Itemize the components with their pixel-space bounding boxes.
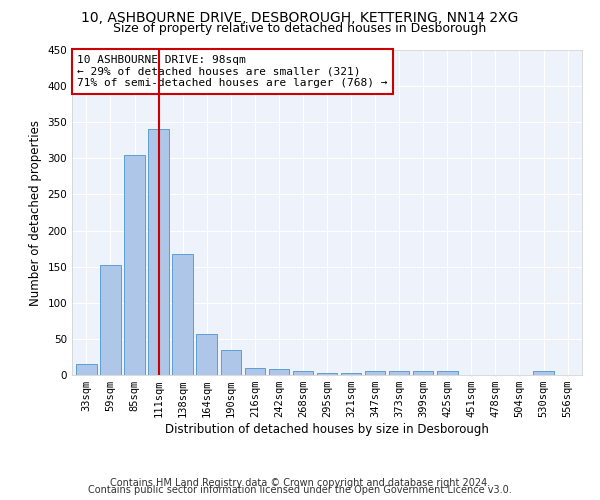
Bar (221, 350, 241, 375)
Bar (317, 373, 337, 375)
Text: Contains public sector information licensed under the Open Government Licence v3: Contains public sector information licen… (88, 485, 512, 495)
Bar (148, 130, 169, 375)
Bar (269, 369, 289, 375)
Text: 10, ASHBOURNE DRIVE, DESBOROUGH, KETTERING, NN14 2XG: 10, ASHBOURNE DRIVE, DESBOROUGH, KETTERI… (82, 11, 518, 25)
Bar (124, 154, 145, 375)
Bar (437, 372, 458, 375)
Bar (293, 370, 313, 375)
Bar (533, 372, 554, 375)
Bar (76, 364, 97, 375)
Text: Contains HM Land Registry data © Crown copyright and database right 2024.: Contains HM Land Registry data © Crown c… (110, 478, 490, 488)
Text: Size of property relative to detached houses in Desborough: Size of property relative to detached ho… (113, 22, 487, 35)
Bar (172, 254, 193, 375)
Y-axis label: Number of detached properties: Number of detached properties (29, 120, 42, 306)
Bar (365, 372, 385, 375)
Bar (100, 264, 121, 375)
Bar (341, 373, 361, 375)
Bar (196, 334, 217, 375)
Bar (389, 372, 409, 375)
X-axis label: Distribution of detached houses by size in Desborough: Distribution of detached houses by size … (165, 423, 489, 436)
Bar (245, 368, 265, 375)
Bar (413, 372, 433, 375)
Text: 10 ASHBOURNE DRIVE: 98sqm
← 29% of detached houses are smaller (321)
71% of semi: 10 ASHBOURNE DRIVE: 98sqm ← 29% of detac… (77, 55, 388, 88)
